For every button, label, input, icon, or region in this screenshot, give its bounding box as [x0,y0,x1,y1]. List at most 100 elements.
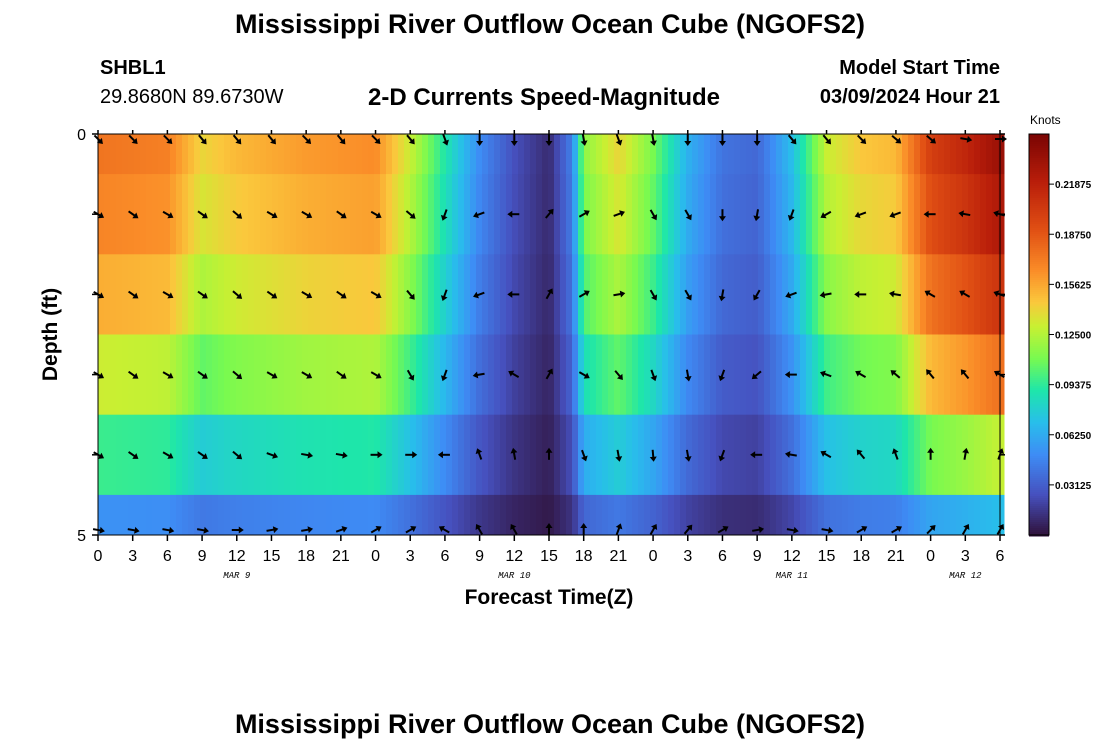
current-arrow [578,290,590,298]
heatmap-cell [404,494,411,536]
heatmap-cell [146,334,153,416]
heatmap-cell [230,254,237,335]
heatmap-cell [560,254,567,335]
heatmap-cell [464,414,471,496]
heatmap-cell [578,414,585,496]
heatmap-cell [740,334,747,416]
heatmap-cell [962,494,969,536]
heatmap-cell [122,334,129,416]
heatmap-cell [254,414,261,496]
current-arrow [545,368,554,380]
heatmap-cell [566,134,573,175]
heatmap-cell [722,134,729,175]
heatmap-cell [344,334,351,416]
current-arrow [581,449,588,462]
current-arrow [545,288,554,300]
x-tick-label: 12 [783,548,801,565]
heatmap-cell [428,174,435,255]
colorbar-segment [1029,438,1049,441]
heatmap-cell [740,134,747,175]
heatmap-cell [500,134,507,175]
heatmap-cell [896,334,903,416]
heatmap-cell [464,254,471,335]
y-axis-title: Depth (ft) [39,288,62,381]
heatmap-cell [836,134,843,175]
heatmap-cell [440,254,447,335]
heatmap-cell [686,334,693,416]
heatmap-cell [830,134,837,175]
heatmap-cell [818,414,825,496]
heatmap-cell [368,174,375,255]
heatmap-cell [116,254,123,335]
heatmap-cell [920,494,927,536]
heatmap-cell [734,134,741,175]
current-arrow [370,371,382,379]
colorbar-segment [1029,252,1049,255]
heatmap-cell [422,254,429,335]
heatmap-cell [128,414,135,496]
current-arrow [784,451,797,458]
x-tick-label: 21 [609,548,627,565]
colorbar-segment [1029,182,1049,185]
heatmap-cell [740,414,747,496]
colorbar-segment [1029,212,1049,215]
heatmap-cell [458,174,465,255]
heatmap-cell [290,414,297,496]
current-arrow [684,209,692,221]
heatmap-cell [752,174,759,255]
colorbar-segment [1029,312,1049,315]
heatmap-cell [800,134,807,175]
heatmap-cell [224,494,231,536]
heatmap-cell [278,174,285,255]
heatmap-cell [860,134,867,175]
heatmap-cell [944,174,951,255]
heatmap-cell [434,134,441,175]
colorbar-segment [1029,148,1049,151]
current-arrow [545,134,553,146]
colorbar-segment [1029,462,1049,465]
current-arrow [718,369,726,382]
colorbar-segment [1029,492,1049,495]
current-arrow [335,526,348,533]
heatmap-cell [230,134,237,175]
heatmap-cell [170,334,177,416]
heatmap-cell [932,494,939,536]
heatmap-cell [884,414,891,496]
heatmap-cell [674,134,681,175]
current-arrow [856,449,866,460]
heatmap-cell [242,254,249,335]
heatmap-cell [422,174,429,255]
heatmap-cell [884,254,891,335]
colorbar-segment [1029,300,1049,303]
heatmap-cell [644,254,651,335]
heatmap-cell [482,174,489,255]
heatmap-cell [674,414,681,496]
current-arrow [197,290,208,299]
heatmap-cell [134,414,141,496]
heatmap-cell [134,334,141,416]
heatmap-cell [782,414,789,496]
heatmap-cell [224,414,231,496]
colorbar-segment [1029,254,1049,257]
colorbar-segment [1029,316,1049,319]
heatmap-cell [776,414,783,496]
colorbar-segment [1029,330,1049,333]
heatmap-cell [776,254,783,335]
heatmap-cell [542,254,549,335]
current-arrow [438,525,450,534]
heatmap-cell [146,254,153,335]
heatmap-cell [416,134,423,175]
heatmap-cell [176,414,183,496]
current-arrow [232,134,242,145]
colorbar-segment [1029,170,1049,173]
heatmap-cell [956,134,963,175]
current-arrow [335,451,348,459]
colorbar-segment [1029,418,1049,421]
current-arrow [753,209,761,222]
heatmap-cell [530,414,537,496]
current-arrow [684,289,692,301]
colorbar-segment [1029,358,1049,361]
heatmap-cell [728,254,735,335]
heatmap-cell [326,254,333,335]
colorbar-segment [1029,240,1049,243]
